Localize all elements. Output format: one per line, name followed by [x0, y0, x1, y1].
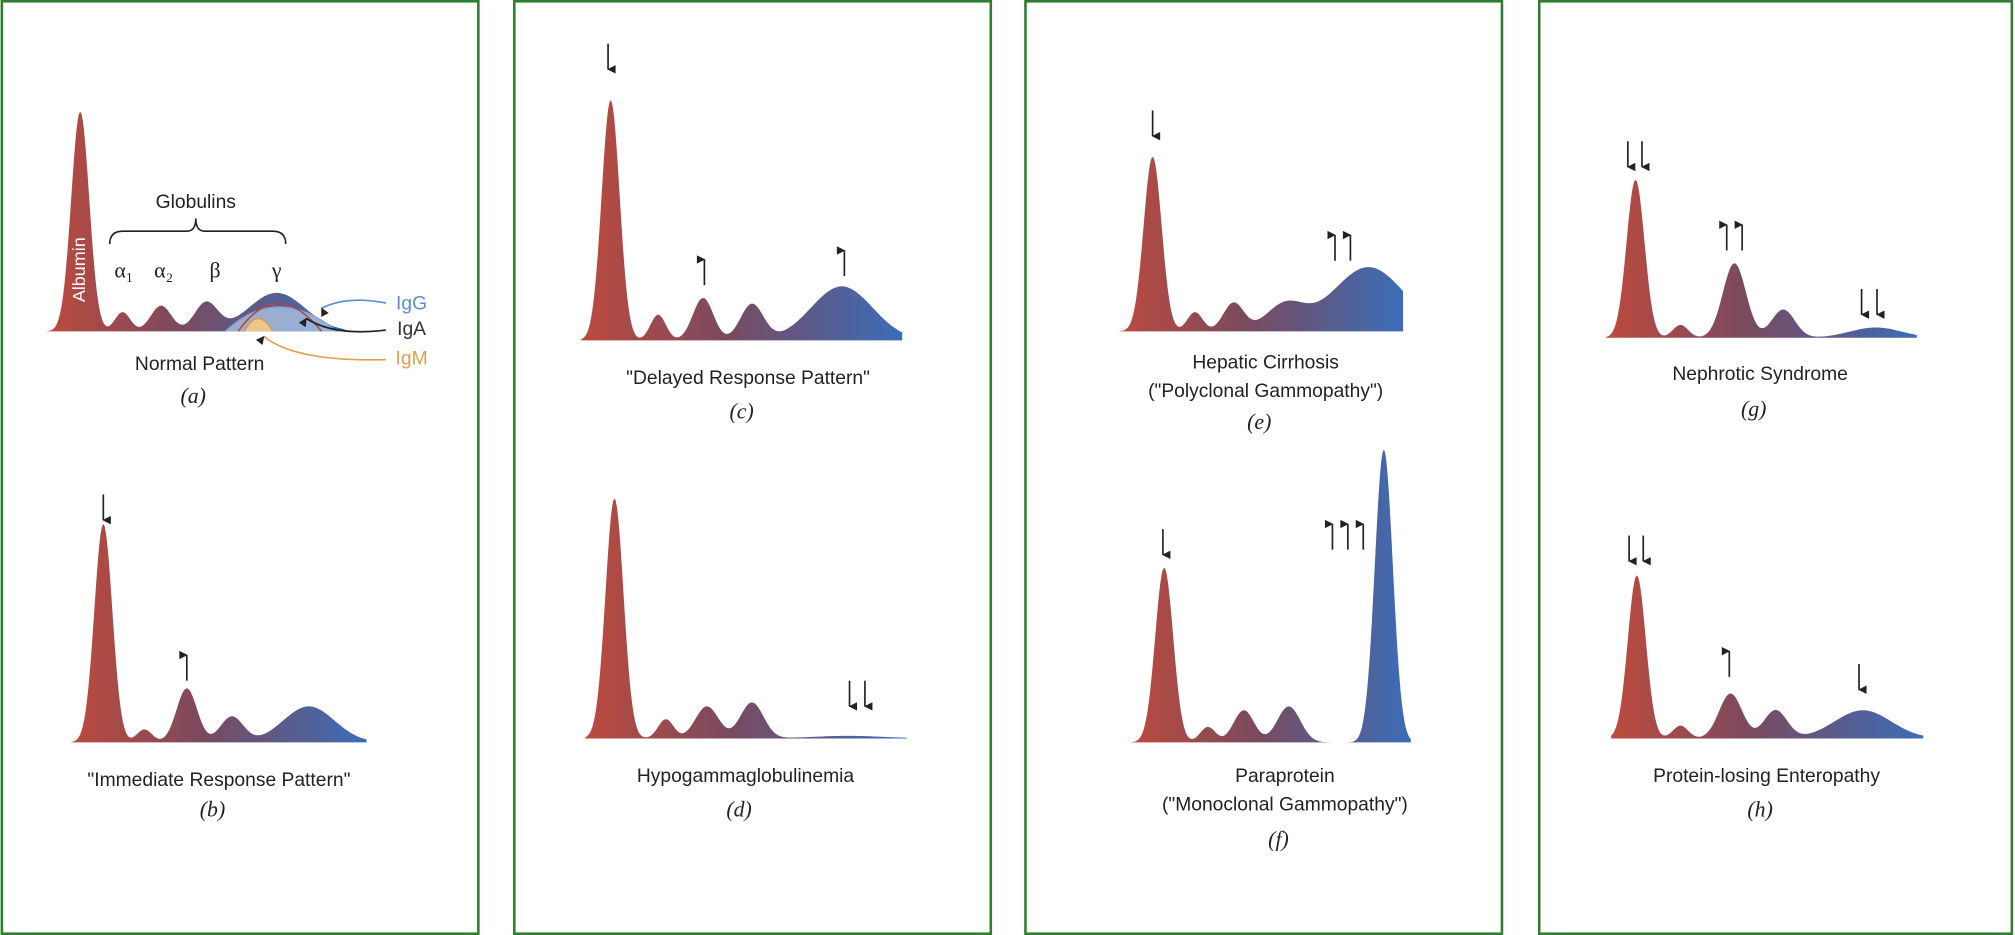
panel-letter: (h) [1747, 798, 1772, 822]
fraction-label: β [210, 258, 221, 282]
panel-letter: (e) [1247, 410, 1271, 434]
igg-label: IgG [396, 293, 427, 314]
panel-frame [514, 1, 990, 933]
panel-frame [2, 1, 478, 933]
caption: Nephrotic Syndrome [1672, 364, 1847, 385]
caption: "Immediate Response Pattern" [87, 770, 350, 791]
panel-letter: (a) [181, 384, 206, 408]
albumin-label: Albumin [69, 237, 89, 302]
fraction-label: α₂ [154, 258, 173, 282]
electrophoresis-curve [1611, 575, 1923, 738]
caption: ("Monoclonal Gammopathy") [1162, 794, 1408, 815]
fraction-label: γ [271, 258, 282, 282]
panel-letter: (b) [200, 798, 225, 822]
caption: Protein-losing Enteropathy [1653, 766, 1880, 787]
electrophoresis-curve [585, 498, 907, 738]
caption: "Delayed Response Pattern" [626, 368, 870, 389]
igg-outline [225, 307, 337, 331]
electrophoresis-curve [1131, 450, 1411, 743]
globulins-brace [110, 218, 286, 244]
igm-label: IgM [396, 349, 428, 370]
caption: Hypogammaglobulinemia [637, 766, 855, 787]
igg-pointer [322, 300, 386, 308]
caption: Hepatic Cirrhosis [1192, 353, 1339, 374]
panel-letter: (g) [1741, 397, 1766, 421]
caption: ("Polyclonal Gammopathy") [1148, 381, 1383, 402]
electrophoresis-curve [581, 100, 902, 340]
electrophoresis-curve [71, 524, 366, 742]
caption: Paraprotein [1235, 766, 1335, 787]
panel-letter: (c) [730, 400, 754, 424]
fraction-label: α₁ [114, 258, 133, 282]
caption: Normal Pattern [135, 354, 264, 375]
electrophoresis-curve [1606, 180, 1917, 338]
curves [47, 100, 1923, 742]
panel-letter: (f) [1268, 827, 1289, 851]
electrophoresis-curve [1118, 157, 1403, 332]
panel-frame [1539, 1, 2012, 933]
panel-letter: (d) [726, 798, 751, 822]
globulins-label: Globulins [156, 192, 236, 213]
iga-label: IgA [397, 319, 426, 340]
igm-pointer [264, 336, 386, 359]
page: Globulins α₁ α₂ β γ Albumin IgG IgA IgM … [0, 0, 2015, 935]
